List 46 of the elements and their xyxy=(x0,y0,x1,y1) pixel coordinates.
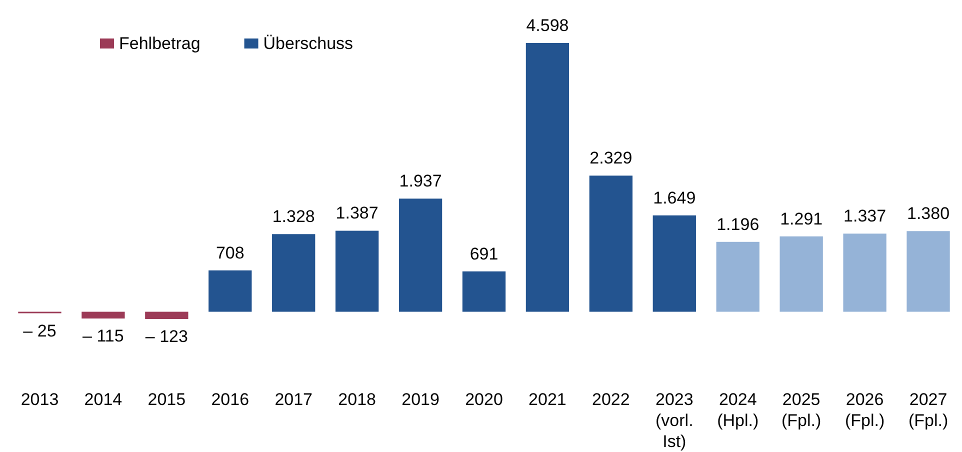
bar xyxy=(82,312,125,319)
data-label: 1.328 xyxy=(272,207,315,226)
bar xyxy=(652,215,696,312)
x-tick-label: 2019 xyxy=(402,390,440,409)
data-label: 1.337 xyxy=(844,206,886,226)
data-label: 4.598 xyxy=(526,16,569,35)
bar xyxy=(589,176,633,312)
x-tick-label: 2016 xyxy=(211,390,250,409)
x-tick-label: 2020 xyxy=(465,390,503,409)
data-label: 2.329 xyxy=(590,148,632,168)
data-label: 691 xyxy=(470,244,498,264)
x-tick-label: 2013 xyxy=(20,390,59,409)
legend-label: Fehlbetrag xyxy=(119,34,200,53)
x-tick-label: 2021 xyxy=(528,390,566,409)
data-label: 1.196 xyxy=(716,214,760,234)
x-tick-label: 2026 (Fpl.) xyxy=(844,390,885,430)
x-tick-label: 2017 xyxy=(274,390,313,409)
data-label: – 123 xyxy=(145,327,188,346)
data-label: – 25 xyxy=(23,321,56,340)
bar xyxy=(335,230,379,312)
bar xyxy=(906,231,950,312)
x-tick-label: 2015 xyxy=(148,390,186,409)
data-label: 708 xyxy=(216,243,244,262)
data-label: 1.649 xyxy=(653,188,696,208)
bar xyxy=(145,312,188,319)
bar xyxy=(716,242,760,312)
x-tick-label: 2022 xyxy=(592,390,630,409)
legend-label: Überschuss xyxy=(263,34,354,53)
bar xyxy=(208,270,252,312)
bar xyxy=(526,43,570,312)
bar xyxy=(843,234,886,312)
x-tick-label: 2024 (Hpl.) xyxy=(717,390,759,430)
data-label: 1.380 xyxy=(906,204,950,224)
data-label: – 115 xyxy=(82,326,124,346)
x-tick-label: 2018 xyxy=(338,390,376,409)
bar xyxy=(462,271,506,312)
x-tick-label: 2014 xyxy=(84,390,122,409)
bar xyxy=(272,234,316,312)
bar xyxy=(780,236,823,312)
x-tick-label: 2025 (Fpl.) xyxy=(781,390,822,430)
data-label: 1.387 xyxy=(336,204,378,223)
bar xyxy=(398,198,442,312)
x-tick-label: 2027 (Fpl.) xyxy=(908,390,948,430)
data-label: 1.937 xyxy=(399,172,442,191)
data-label: 1.291 xyxy=(780,209,823,228)
x-tick-label: 2023 (vorl. Ist) xyxy=(655,390,694,451)
